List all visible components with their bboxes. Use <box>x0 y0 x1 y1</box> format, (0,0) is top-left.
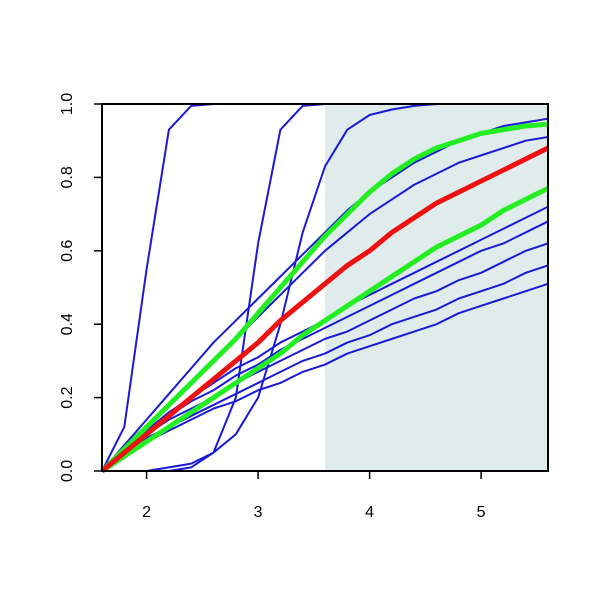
series-line <box>101 282 549 472</box>
x-tick-label: 2 <box>142 504 151 521</box>
series-line <box>100 186 550 474</box>
plot-frame <box>101 103 549 472</box>
y-tick-label: 0.2 <box>59 386 76 408</box>
x-tick-label: 3 <box>254 504 263 521</box>
y-tick-label: 0.6 <box>59 240 76 262</box>
series-line <box>100 145 550 473</box>
y-tick-label: 0.0 <box>59 460 76 482</box>
y-tick-label: 1.0 <box>59 93 76 115</box>
y-tick-label: 0.4 <box>59 313 76 335</box>
y-tick-label: 0.8 <box>59 166 76 188</box>
series-line <box>100 121 549 473</box>
shaded-region <box>325 104 548 471</box>
x-tick-label: 4 <box>365 504 374 521</box>
series-line <box>101 242 549 472</box>
x-tick-label: 5 <box>477 504 486 521</box>
